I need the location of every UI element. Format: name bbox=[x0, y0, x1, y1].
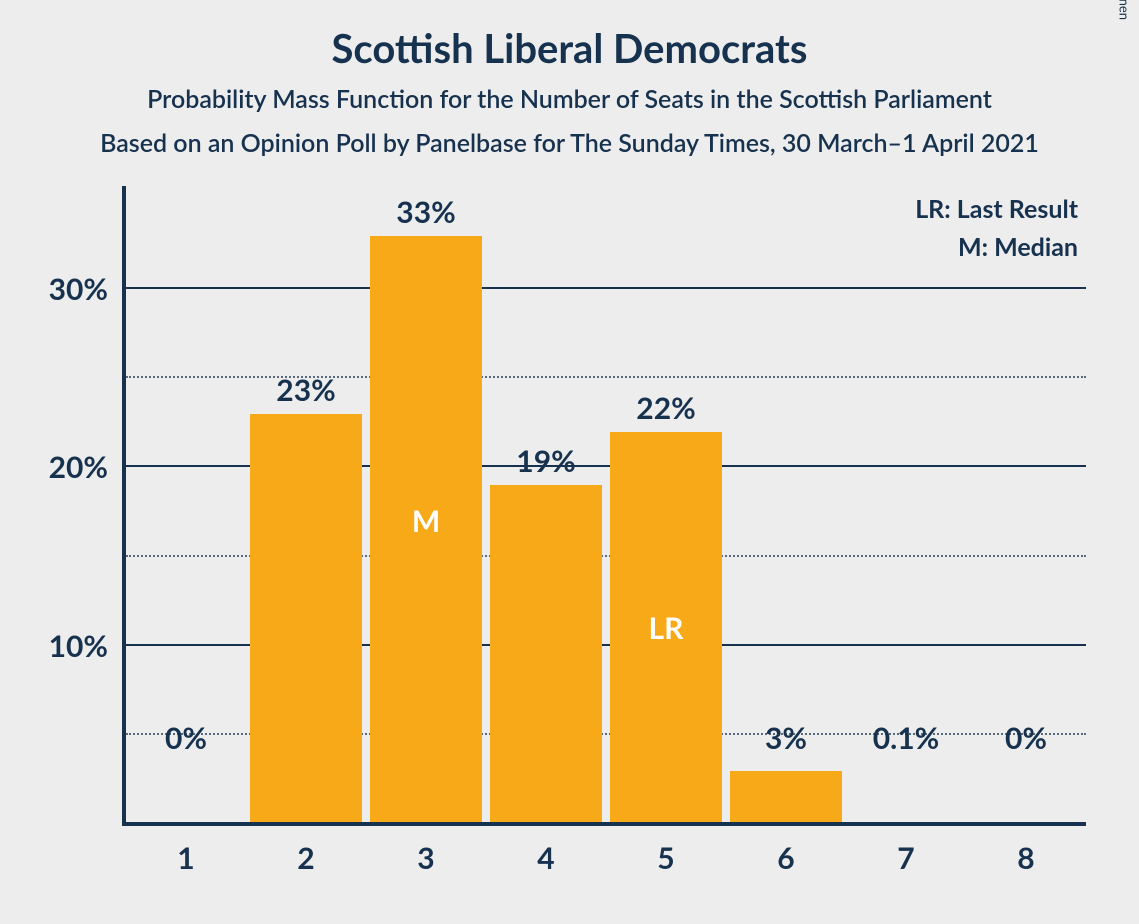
ytick-label: 30% bbox=[49, 271, 126, 307]
bar-value-label: 0% bbox=[130, 720, 243, 762]
bar-value-label: 0% bbox=[970, 720, 1083, 762]
chart-subtitle-1: Probability Mass Function for the Number… bbox=[0, 84, 1139, 114]
bar-annotation: M bbox=[370, 503, 483, 539]
ytick-label: 10% bbox=[49, 628, 126, 664]
bar-value-label: 19% bbox=[490, 443, 603, 485]
chart-canvas: Scottish Liberal Democrats Probability M… bbox=[0, 0, 1139, 924]
y-axis bbox=[122, 186, 126, 826]
plot-area: 10%20%30%0%123%233%M319%422%LR53%60.1%70… bbox=[126, 200, 1086, 824]
xtick-label: 8 bbox=[970, 824, 1083, 876]
bar-annotation: LR bbox=[610, 610, 723, 646]
legend-lr: LR: Last Result bbox=[915, 194, 1078, 224]
chart-subtitle-2: Based on an Opinion Poll by Panelbase fo… bbox=[0, 128, 1139, 158]
xtick-label: 4 bbox=[490, 824, 603, 876]
xtick-label: 6 bbox=[730, 824, 843, 876]
legend-m: M: Median bbox=[958, 232, 1078, 262]
xtick-label: 2 bbox=[250, 824, 363, 876]
xtick-label: 3 bbox=[370, 824, 483, 876]
xtick-label: 1 bbox=[130, 824, 243, 876]
x-axis bbox=[122, 822, 1086, 826]
bar-value-label: 23% bbox=[250, 372, 363, 414]
chart-title: Scottish Liberal Democrats bbox=[0, 24, 1139, 72]
copyright-text: © 2021 Filip van Laenen bbox=[1117, 0, 1133, 20]
bar-value-label: 33% bbox=[370, 194, 483, 236]
bar-value-label: 3% bbox=[730, 720, 843, 762]
bar-value-label: 0.1% bbox=[850, 720, 963, 762]
bar-value-label: 22% bbox=[610, 390, 723, 432]
grid-major bbox=[126, 287, 1086, 289]
xtick-label: 5 bbox=[610, 824, 723, 876]
ytick-label: 20% bbox=[49, 449, 126, 485]
xtick-label: 7 bbox=[850, 824, 963, 876]
